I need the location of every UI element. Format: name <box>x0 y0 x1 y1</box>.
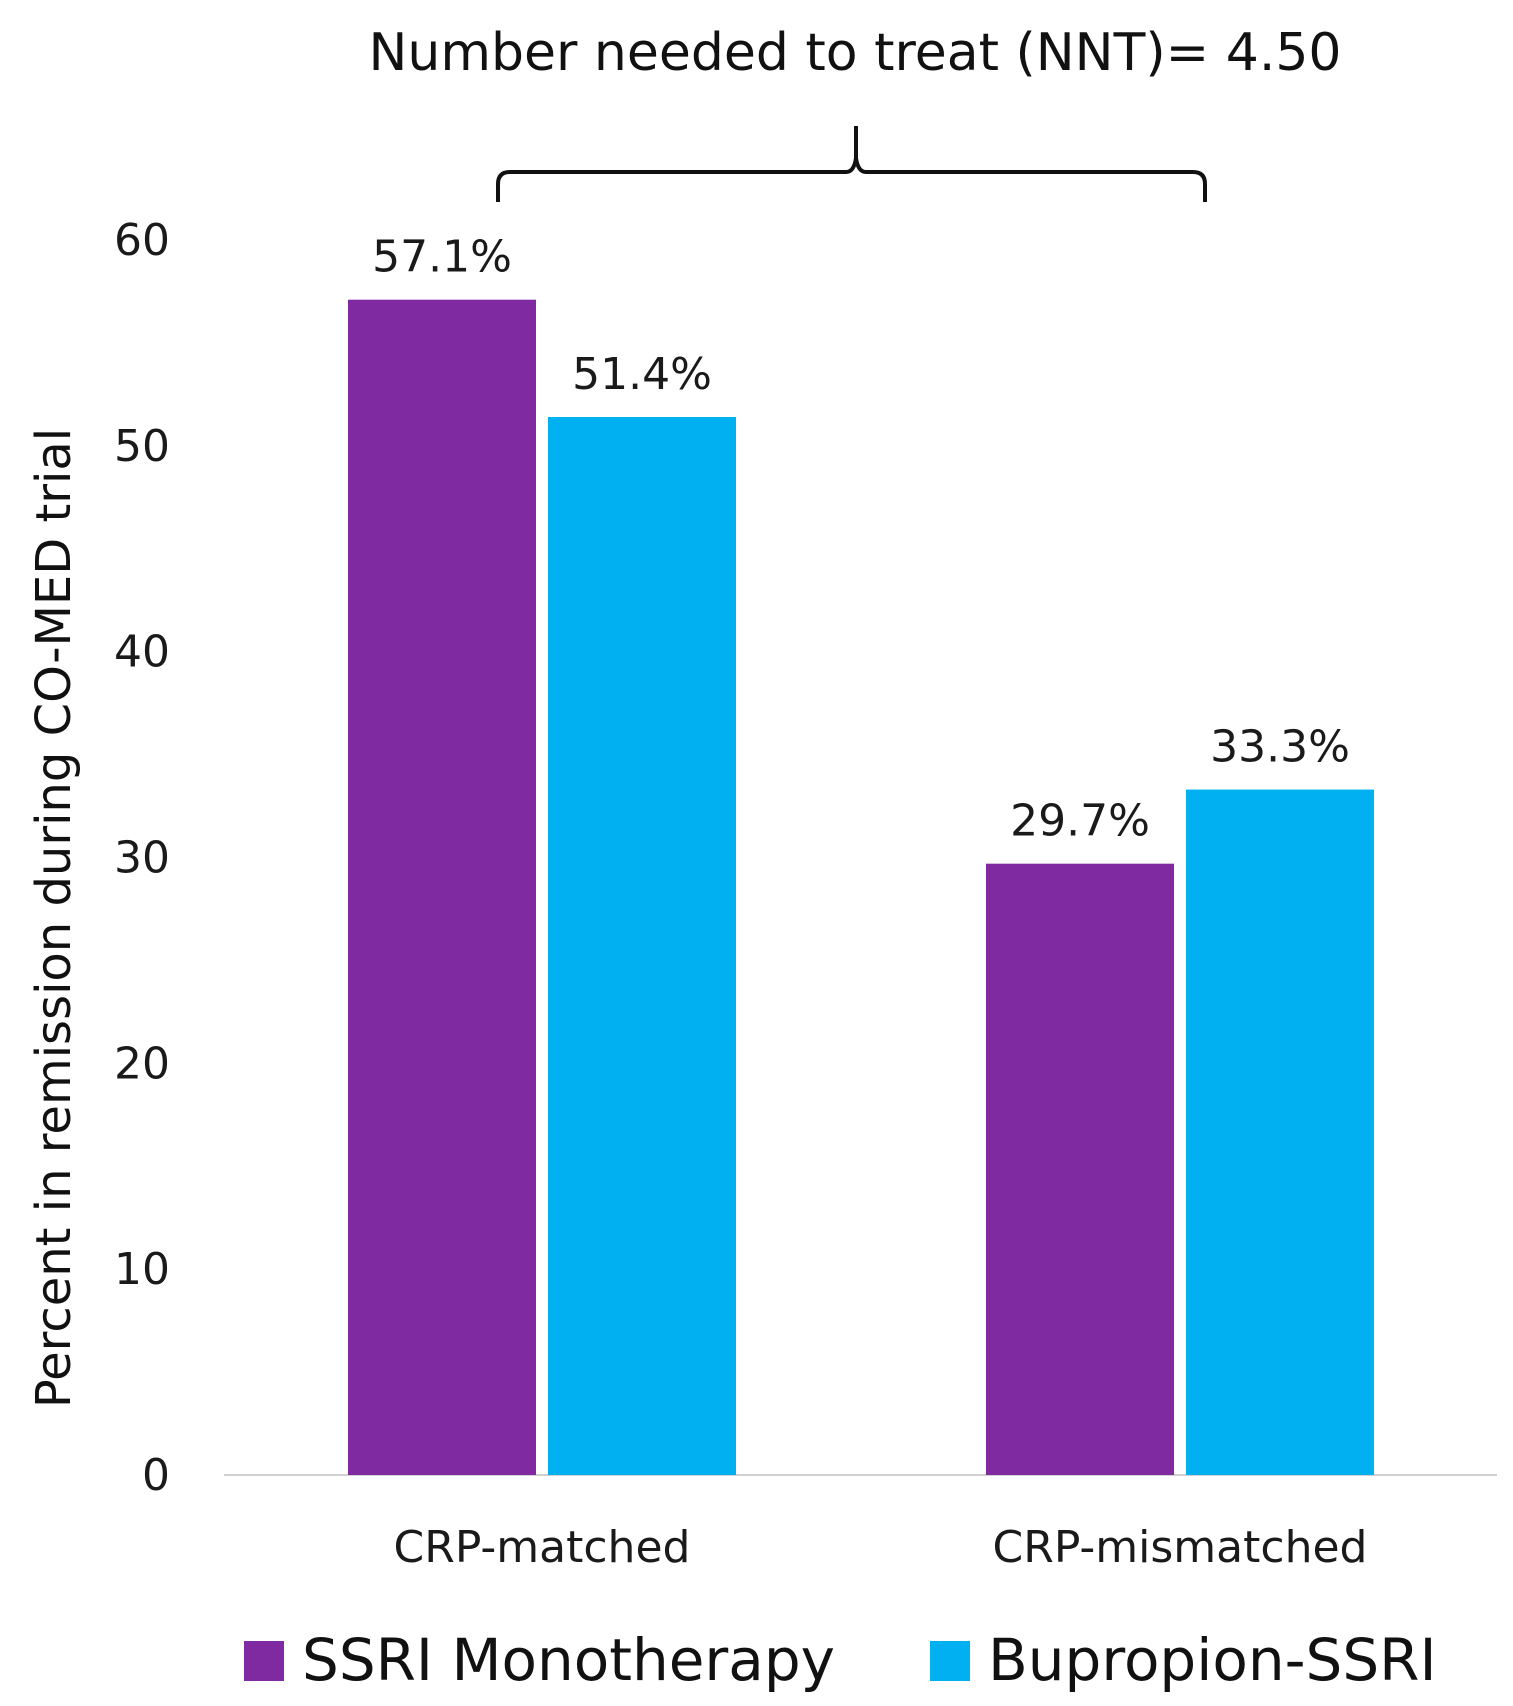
legend-label: SSRI Monotherapy <box>302 1626 835 1694</box>
data-label: 51.4% <box>572 349 712 400</box>
y-tick-label: 60 <box>114 215 170 266</box>
y-tick-label: 30 <box>114 833 170 884</box>
nnt-annotation: Number needed to treat (NNT)= 4.50 <box>368 23 1341 83</box>
bar-bupropion-ssri-crp-matched <box>548 417 736 1476</box>
nnt-brace <box>496 126 1207 202</box>
data-label: 29.7% <box>1010 796 1150 847</box>
data-label: 33.3% <box>1210 722 1350 773</box>
legend-swatch <box>244 1641 284 1681</box>
y-tick-label: 0 <box>142 1450 170 1501</box>
bar-ssri-monotherapy-crp-matched <box>348 299 536 1476</box>
legend-swatch <box>930 1641 970 1681</box>
y-tick-label: 50 <box>114 421 170 472</box>
y-axis-title: Percent in remission during CO-MED trial <box>26 428 82 1408</box>
category-label: CRP-matched <box>394 1522 691 1573</box>
y-axis-ticks: 0 10 20 30 40 50 60 <box>114 215 170 1501</box>
bar-bupropion-ssri-crp-mismatched <box>1186 789 1374 1475</box>
data-labels: 57.1% 29.7% 51.4% 33.3% <box>372 232 1350 847</box>
legend-label: Bupropion-SSRI <box>988 1626 1437 1694</box>
bar-ssri-monotherapy-crp-mismatched <box>986 863 1174 1475</box>
bars <box>348 299 1374 1476</box>
category-labels: CRP-matched CRP-mismatched <box>394 1522 1368 1573</box>
y-tick-label: 20 <box>114 1038 170 1089</box>
y-tick-label: 10 <box>114 1244 170 1295</box>
y-tick-label: 40 <box>114 627 170 678</box>
data-label: 57.1% <box>372 232 512 283</box>
category-label: CRP-mismatched <box>993 1522 1368 1573</box>
legend: SSRI Monotherapy Bupropion-SSRI <box>244 1626 1437 1694</box>
